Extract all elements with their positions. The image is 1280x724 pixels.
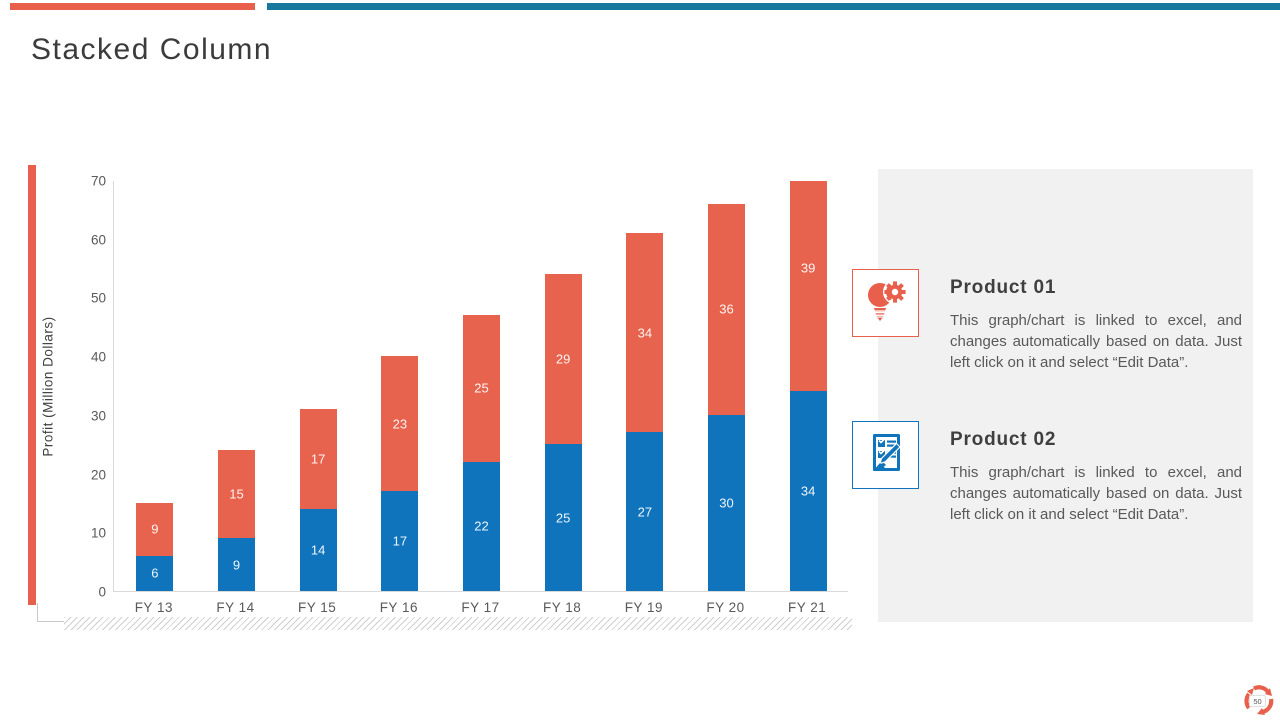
bar-segment[interactable]: 39 [789, 181, 827, 392]
bar-segment[interactable]: 17 [299, 409, 337, 509]
bar-segment[interactable]: 34 [626, 232, 664, 433]
bar-segment[interactable]: 22 [463, 461, 500, 591]
x-axis-label: FY 20 [706, 600, 745, 615]
bar-segment[interactable]: 29 [544, 273, 582, 445]
bar-segment[interactable]: 36 [708, 203, 745, 415]
bar-segment[interactable]: 6 [136, 555, 174, 591]
bar-segment[interactable]: 25 [544, 444, 582, 591]
product-02-icon-box [852, 421, 919, 489]
bar-value-label: 29 [555, 351, 571, 367]
bar-segment[interactable]: 14 [299, 508, 337, 591]
bar-value-label: 9 [151, 521, 159, 537]
product-01-description: This graph/chart is linked to excel, and… [950, 312, 1242, 371]
bar-value-label: 34 [637, 325, 653, 341]
y-tick-label: 60 [90, 232, 106, 248]
x-axis-label: FY 19 [624, 600, 663, 615]
bulb-gear-icon: (function(){ var g = document.getElement… [863, 277, 909, 330]
top-accent-strip-blue [267, 3, 1280, 10]
info-panel [878, 169, 1253, 622]
product-01-title: Product 01 [950, 277, 1057, 298]
bar-segment[interactable]: 15 [218, 450, 255, 539]
bar-value-label: 17 [310, 451, 326, 467]
bar-segment[interactable]: 27 [626, 432, 664, 591]
x-axis-label: FY 16 [379, 600, 418, 615]
clipboard-pen-icon [863, 429, 909, 482]
y-tick-label: 0 [98, 584, 106, 600]
product-01-icon-box: (function(){ var g = document.getElement… [852, 269, 919, 337]
x-axis-label: FY 14 [216, 600, 255, 615]
chart-plot-area[interactable]: 6 9 9 15 14 17 17 23 22 25 25 29 27 34 30 36 34 39 [113, 181, 848, 592]
bar-segment[interactable]: 25 [463, 315, 500, 462]
chart-corner-line [37, 603, 64, 622]
x-axis-label: FY 17 [461, 600, 500, 615]
bar-value-label: 17 [392, 533, 408, 549]
bar-value-label: 15 [229, 486, 244, 502]
bar-segment[interactable]: 9 [136, 502, 174, 556]
circular-arrows-logo-icon [1240, 685, 1278, 723]
bar-segment[interactable]: 34 [789, 391, 827, 591]
y-tick-label: 30 [90, 408, 106, 424]
bar-value-label: 30 [719, 495, 734, 511]
product-02-title: Product 02 [950, 429, 1057, 450]
bar-value-label: 25 [555, 510, 571, 526]
bar-value-label: 25 [474, 380, 489, 396]
bar-value-label: 14 [310, 542, 326, 558]
chart-left-accent-bar [28, 165, 36, 605]
bar-value-label: 34 [800, 483, 816, 499]
product-02-description: This graph/chart is linked to excel, and… [950, 464, 1242, 523]
bar-value-label: 39 [800, 260, 816, 276]
x-axis-label: FY 15 [298, 600, 337, 615]
bar-segment[interactable]: 17 [381, 491, 419, 591]
y-axis-title: Profit (Million Dollars) [40, 316, 56, 457]
bar-segment[interactable]: 30 [708, 414, 745, 591]
x-axis-label: FY 13 [134, 600, 173, 615]
y-tick-label: 10 [90, 525, 106, 541]
bar-value-label: 36 [719, 301, 734, 317]
bar-value-label: 27 [637, 504, 653, 520]
top-accent-strip-red [10, 3, 255, 10]
page-number: 50 [1249, 695, 1266, 707]
bar-value-label: 6 [151, 565, 159, 581]
bar-segment[interactable]: 23 [381, 356, 419, 492]
page-number-badge: 50 [1240, 683, 1278, 719]
y-tick-label: 20 [90, 467, 106, 483]
y-tick-label: 40 [90, 349, 106, 365]
y-tick-label: 70 [90, 173, 106, 189]
y-tick-label: 50 [90, 290, 106, 306]
bar-segment[interactable]: 9 [218, 538, 255, 591]
bar-value-label: 22 [474, 518, 489, 534]
x-axis-label: FY 21 [788, 600, 827, 615]
chart-hatch-shadow [64, 617, 852, 630]
page-title: Stacked Column [31, 33, 273, 66]
x-axis-label: FY 18 [543, 600, 582, 615]
bar-value-label: 23 [392, 416, 408, 432]
bar-value-label: 9 [232, 557, 241, 573]
